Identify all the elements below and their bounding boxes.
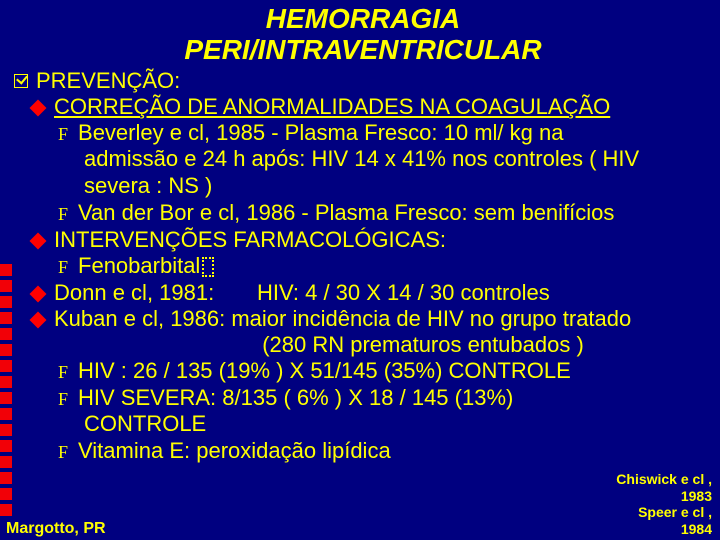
text-cursor-icon <box>202 257 214 277</box>
script-bullet-icon: F <box>58 124 68 145</box>
script-bullet-icon: F <box>58 257 68 278</box>
footer-author: Margotto, PR <box>6 520 106 538</box>
script-bullet-icon: F <box>58 389 68 410</box>
ref-2-name: Speer e cl , <box>616 504 712 521</box>
ref-1-year: 1983 <box>616 488 712 505</box>
section2-bullet-vitamina: F Vitamina E: peroxidação lipídica <box>14 438 712 465</box>
section1-bullet2: F Van der Bor e cl, 1986 - Plasma Fresco… <box>14 200 712 227</box>
section1-bullet1: F Beverley e cl, 1985 - Plasma Fresco: 1… <box>14 120 712 147</box>
donn-label: Donn e cl, 1981: <box>54 280 214 305</box>
diamond-icon <box>30 285 47 302</box>
section2-hiv-severa-cont: CONTROLE <box>84 411 712 438</box>
script-bullet-icon: F <box>58 362 68 383</box>
section2-heading: INTERVENÇÕES FARMACOLÓGICAS: <box>54 227 446 253</box>
section1-heading-row: CORREÇÃO DE ANORMALIDADES NA COAGULAÇÃO <box>14 94 712 120</box>
script-bullet-icon: F <box>58 442 68 463</box>
slide-title: HEMORRAGIA PERI/INTRAVENTRICULAR <box>14 4 712 66</box>
script-bullet-icon: F <box>58 204 68 225</box>
title-line-1: HEMORRAGIA <box>14 4 712 35</box>
section2-donn-text: Donn e cl, 1981: HIV: 4 / 30 X 14 / 30 c… <box>54 280 550 306</box>
diamond-icon <box>30 311 47 328</box>
diamond-icon <box>30 232 47 249</box>
section1-bullet1-text: Beverley e cl, 1985 - Plasma Fresco: 10 … <box>78 120 563 147</box>
level1-text: PREVENÇÃO: <box>36 68 180 94</box>
section2-kuban-row: Kuban e cl, 1986: maior incidência de HI… <box>14 306 712 332</box>
section2-hiv-severa-text: HIV SEVERA: 8/135 ( 6% ) X 18 / 145 (13%… <box>78 385 513 412</box>
section2-bullet-hiv-severa: F HIV SEVERA: 8/135 ( 6% ) X 18 / 145 (1… <box>14 385 712 412</box>
section2-hiv-text: HIV : 26 / 135 (19% ) X 51/145 (35%) CON… <box>78 358 571 385</box>
level1-row: PREVENÇÃO: <box>14 68 712 94</box>
footer-references: Chiswick e cl , 1983 Speer e cl , 1984 <box>616 471 712 538</box>
donn-values: HIV: 4 / 30 X 14 / 30 controles <box>257 280 550 305</box>
title-line-2: PERI/INTRAVENTRICULAR <box>14 35 712 66</box>
section1-heading: CORREÇÃO DE ANORMALIDADES NA COAGULAÇÃO <box>54 94 610 120</box>
section2-heading-row: INTERVENÇÕES FARMACOLÓGICAS: <box>14 227 712 253</box>
section1-bullet2-text: Van der Bor e cl, 1986 - Plasma Fresco: … <box>78 200 614 227</box>
section1-bullet1-cont2: severa : NS ) <box>84 173 712 200</box>
section2-bullet1: F Fenobarbital <box>14 253 712 280</box>
fenobarbital-label: Fenobarbital <box>78 253 200 278</box>
section2-donn-row: Donn e cl, 1981: HIV: 4 / 30 X 14 / 30 c… <box>14 280 712 306</box>
section2-bullet1-text: Fenobarbital <box>78 253 214 280</box>
checkbox-icon <box>14 74 28 88</box>
section1-bullet1-cont1: admissão e 24 h após: HIV 14 x 41% nos c… <box>84 146 712 173</box>
ref-1-name: Chiswick e cl , <box>616 471 712 488</box>
ref-2-year: 1984 <box>616 521 712 538</box>
diamond-icon <box>30 99 47 116</box>
section2-vitamina-text: Vitamina E: peroxidação lipídica <box>78 438 391 465</box>
section2-kuban-text: Kuban e cl, 1986: maior incidência de HI… <box>54 306 631 332</box>
section2-kuban-sub: (280 RN prematuros entubados ) <box>134 332 712 358</box>
decorative-left-squares <box>0 260 14 540</box>
section2-bullet-hiv: F HIV : 26 / 135 (19% ) X 51/145 (35%) C… <box>14 358 712 385</box>
